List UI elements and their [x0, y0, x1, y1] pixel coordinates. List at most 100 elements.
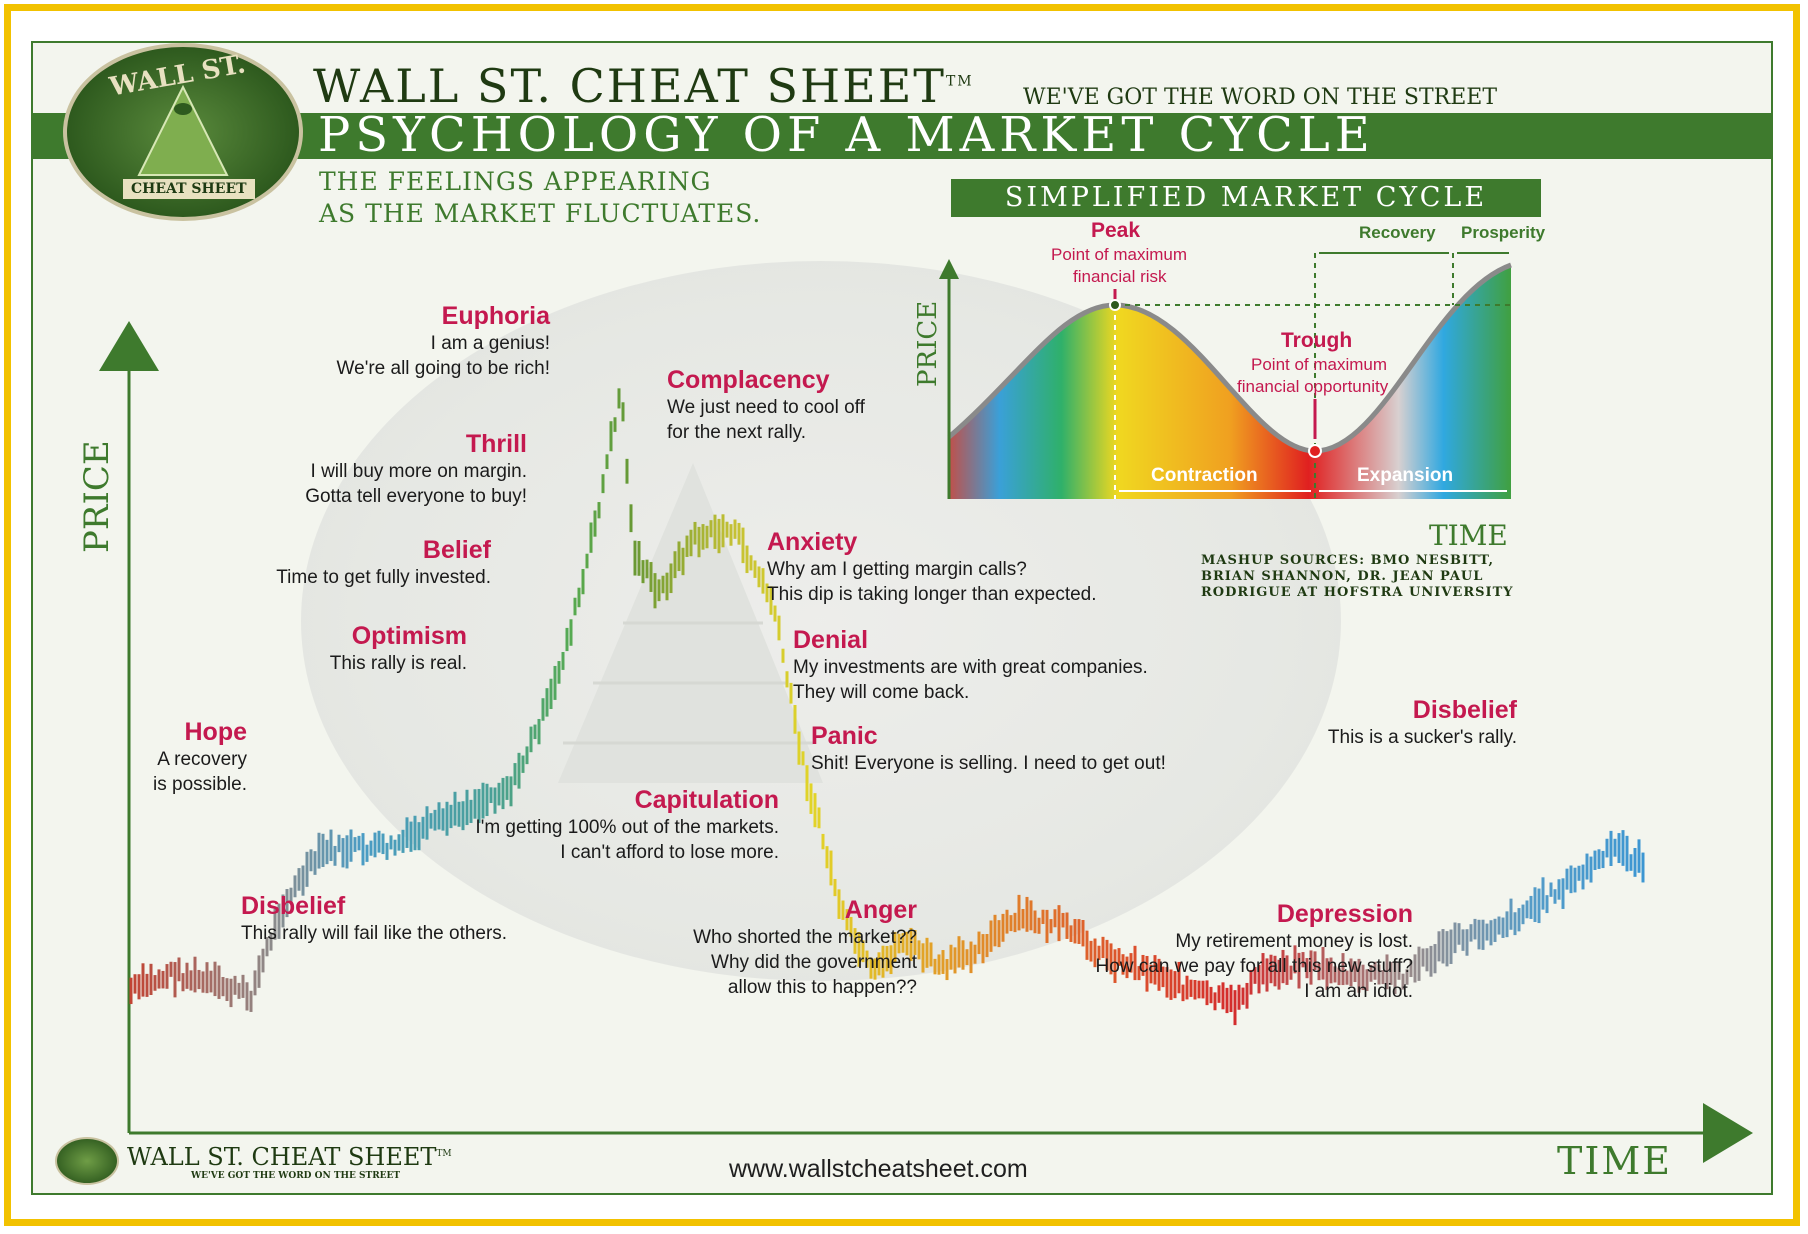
cycle-wave-outline [947, 262, 1512, 454]
emotion-title: Euphoria [441, 302, 550, 330]
emotion-quote-line: is possible. [153, 774, 247, 795]
poster-frame: WALL ST. CHEAT SHEETTM WE'VE GOT THE WOR… [4, 4, 1800, 1226]
brand-title: WALL ST. CHEAT SHEETTM [313, 59, 974, 113]
emotion-quote-line: Why am I getting margin calls? [767, 559, 1027, 580]
seal-pyramid-icon [137, 84, 229, 176]
footer-tagline: WE'VE GOT THE WORD ON THE STREET [191, 1171, 401, 1181]
poster-subtitle-line2: AS THE MARKET FLUCTUATES. [319, 199, 762, 228]
emotion-quote-line: I am an idiot. [1304, 981, 1413, 1002]
brand-title-text: WALL ST. CHEAT SHEET [313, 59, 946, 113]
emotion-hope: Hope A recovery is possible. [153, 717, 247, 797]
title-band [33, 113, 1771, 159]
sources-line-1: MASHUP SOURCES: BMO NESBITT, [1201, 553, 1495, 568]
prosperity-label: Prosperity [1461, 223, 1546, 242]
poster: WALL ST. CHEAT SHEETTM WE'VE GOT THE WOR… [31, 41, 1773, 1195]
trough-title: Trough [1281, 329, 1353, 352]
cycle-price-label: PRICE [913, 300, 943, 387]
trough-line-2: financial opportunity [1237, 377, 1389, 396]
emotion-quote-line: Shit! Everyone is selling. I need to get… [811, 753, 1166, 774]
emotion-quote-line: for the next rally. [667, 422, 807, 443]
recovery-label: Recovery [1359, 223, 1436, 242]
emotion-thrill: Thrill I will buy more on margin. Gotta te… [305, 429, 527, 509]
footer-url[interactable]: www.wallstcheatsheet.com [729, 1155, 1028, 1183]
emotion-panic: Panic Shit! Everyone is selling. I need t… [811, 721, 1166, 776]
footer-brand: WALL ST. CHEAT SHEETTM [127, 1143, 452, 1171]
emotion-quote-line: Gotta tell everyone to buy! [305, 486, 527, 507]
price-axis-arrow [99, 321, 159, 371]
time-axis-arrow [1703, 1103, 1753, 1163]
emotion-quote-line: Who shorted the market?? [693, 927, 917, 948]
sources-line-3: RODRIGUE AT HOFSTRA UNIVERSITY [1201, 585, 1514, 600]
emotion-title: Disbelief [241, 892, 346, 920]
emotion-title: Thrill [465, 430, 527, 458]
emotion-title: Optimism [351, 622, 467, 650]
emotion-quote-line: How can we pay for all this new stuff? [1095, 956, 1413, 977]
watermark-pyramid [558, 463, 823, 783]
emotion-title: Belief [422, 536, 491, 564]
emotion-quote-line: I'm getting 100% out of the markets. [475, 817, 779, 838]
emotion-disbelief-2: Disbelief This is a sucker's rally. [1328, 695, 1517, 750]
emotion-title: Panic [811, 722, 878, 750]
seal-text-bottom: CHEAT SHEET [123, 179, 255, 199]
cycle-time-label: TIME [1429, 519, 1508, 552]
emotion-depression: Depression My retirement money is lost. Ho… [1095, 899, 1413, 1004]
emotion-quote-line: This is a sucker's rally. [1327, 727, 1517, 748]
emotion-quote-line: This rally will fail like the others. [241, 923, 508, 944]
emotion-anger: Anger Who shorted the market?? Why did the… [693, 895, 917, 1000]
main-chart [99, 321, 1753, 1163]
emotion-quote-line: They will come back. [793, 682, 970, 703]
emotion-title: Disbelief [1412, 696, 1517, 724]
sources-line-2: BRIAN SHANNON, DR. JEAN PAUL [1201, 569, 1484, 584]
emotion-title: Hope [184, 718, 248, 746]
peak-line-2: financial risk [1073, 267, 1167, 286]
footer-logo-icon [55, 1137, 119, 1185]
cycle-title: SIMPLIFIED MARKET CYCLE [951, 179, 1541, 217]
emotion-denial: Denial My investments are with great comp… [793, 625, 1148, 705]
emotion-title: Capitulation [634, 786, 779, 814]
peak-line-1: Point of maximum [1051, 245, 1188, 264]
emotion-quote-line: Why did the government [711, 952, 917, 973]
trough-line-1: Point of maximum [1251, 355, 1388, 374]
seal-logo: WALL ST. CHEAT SHEET [63, 43, 303, 221]
emotion-euphoria: Euphoria I am a genius! We're all going to… [337, 301, 550, 381]
poster-title: PSYCHOLOGY OF A MARKET CYCLE [318, 107, 1375, 163]
emotion-complacency: Complacency We just need to cool off for t… [667, 365, 865, 445]
emotion-quote-line: This dip is taking longer than expected. [767, 584, 1097, 605]
emotion-optimism: Optimism This rally is real. [330, 621, 467, 676]
footer-brand-text: WALL ST. CHEAT SHEET [127, 1143, 437, 1171]
emotion-quote-line: I am a genius! [430, 333, 550, 354]
cycle-price-arrow [939, 259, 959, 279]
expansion-label: Expansion [1357, 465, 1454, 486]
emotion-quote-line: A recovery [157, 749, 247, 770]
emotion-quote-line: We just need to cool off [667, 397, 865, 418]
contraction-label: Contraction [1151, 465, 1258, 486]
emotion-quote-line: My retirement money is lost. [1175, 931, 1413, 952]
footer-trademark: TM [436, 1149, 452, 1159]
brand-tagline: WE'VE GOT THE WORD ON THE STREET [1023, 85, 1497, 110]
emotion-quote-line: We're all going to be rich! [336, 358, 550, 379]
emotion-title: Anxiety [767, 528, 858, 556]
emotion-title: Complacency [667, 366, 830, 394]
brand-trademark: TM [945, 73, 974, 90]
emotion-quote-line: Time to get fully invested. [276, 567, 491, 588]
peak-title: Peak [1091, 219, 1141, 242]
poster-subtitle-line1: THE FEELINGS APPEARING [319, 167, 712, 196]
emotion-belief: Belief Time to get fully invested. [276, 535, 491, 590]
peak-marker [1109, 299, 1121, 311]
emotion-title: Depression [1276, 900, 1413, 928]
cycle-chart [939, 252, 1512, 499]
trough-marker [1308, 444, 1322, 458]
emotion-quote-line: This rally is real. [329, 653, 467, 674]
emotion-capitulation: Capitulation I'm getting 100% out of the … [475, 785, 779, 865]
cycle-wave [949, 265, 1511, 499]
emotion-anxiety: Anxiety Why am I getting margin calls? Thi… [767, 527, 1097, 607]
emotion-title: Denial [793, 626, 869, 654]
time-axis-label: TIME [1557, 1139, 1673, 1183]
emotion-quote-line: allow this to happen?? [727, 977, 917, 998]
emotion-title: Anger [844, 896, 917, 924]
price-bars [129, 388, 1645, 1026]
emotion-disbelief-1: Disbelief This rally will fail like the o… [241, 891, 507, 946]
emotion-quote-line: My investments are with great companies. [793, 657, 1148, 678]
emotion-quote-line: I will buy more on margin. [310, 461, 527, 482]
emotion-quote-line: I can't afford to lose more. [560, 842, 779, 863]
